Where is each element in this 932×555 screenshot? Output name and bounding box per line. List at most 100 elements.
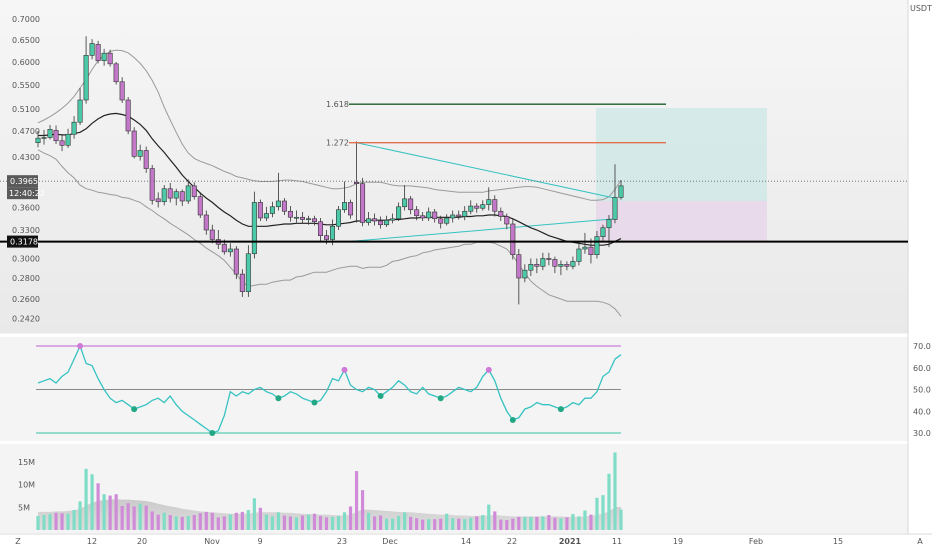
- candle-body: [311, 218, 317, 223]
- volume-bar: [487, 504, 491, 530]
- volume-bar: [126, 503, 130, 530]
- volume-bar: [288, 516, 293, 530]
- candle-body: [323, 235, 329, 240]
- candle-body: [305, 218, 311, 221]
- candle-body: [317, 221, 323, 236]
- volume-bar: [108, 495, 112, 530]
- volume-bar: [595, 497, 599, 530]
- candle-body: [558, 264, 564, 267]
- time-tick-label: 11: [612, 537, 622, 546]
- candle-body: [582, 246, 588, 250]
- volume-bar: [150, 511, 154, 530]
- candle-body: [155, 198, 161, 203]
- candle-body: [83, 55, 89, 101]
- candle-body: [179, 191, 185, 202]
- volume-bar: [378, 515, 383, 530]
- volume-bar: [84, 468, 88, 530]
- candle-body: [540, 258, 546, 267]
- volume-bar: [601, 495, 605, 530]
- volume-bar: [451, 518, 455, 530]
- candle-body: [125, 99, 131, 132]
- candle-body: [149, 168, 155, 201]
- price-tick-label: 0.3000: [12, 255, 40, 264]
- volume-bar: [559, 518, 563, 530]
- price-tick-label: 0.2420: [12, 315, 40, 324]
- volume-bar: [294, 517, 299, 530]
- rsi-peak-marker: [77, 343, 84, 349]
- candle-body: [396, 206, 402, 220]
- timezone-button[interactable]: Z: [15, 537, 21, 546]
- candle-body: [438, 218, 444, 224]
- candle-body: [534, 264, 540, 267]
- volume-bar: [613, 452, 617, 530]
- candle-body: [498, 210, 504, 217]
- candle-body: [480, 204, 486, 209]
- moving-average-line: [38, 112, 622, 246]
- volume-bar: [204, 511, 208, 530]
- volume-bar: [270, 516, 275, 530]
- volume-bar: [102, 494, 106, 530]
- volume-bar: [312, 513, 317, 530]
- volume-bar: [481, 515, 485, 530]
- volume-bar: [198, 513, 202, 530]
- price-tick-label: 0.3600: [12, 204, 40, 213]
- auto-scale-button[interactable]: A: [917, 537, 923, 546]
- price-tick-label: 0.4300: [12, 153, 40, 162]
- volume-bar: [499, 519, 503, 530]
- volume-bar: [541, 516, 545, 530]
- candle-body: [137, 150, 143, 157]
- price-tick-label: 0.6500: [12, 36, 40, 45]
- volume-bar: [415, 518, 419, 530]
- volume-bar: [186, 515, 190, 530]
- volume-bar: [493, 511, 497, 530]
- candle-body: [185, 185, 191, 202]
- candle-body: [336, 209, 342, 227]
- volume-bar: [571, 514, 575, 530]
- volume-bar: [348, 506, 353, 530]
- volume-bar: [90, 474, 94, 530]
- volume-bar: [463, 519, 467, 530]
- volume-bar: [168, 515, 172, 530]
- candle-body: [173, 191, 179, 199]
- volume-bar: [96, 483, 100, 530]
- volume-bar: [517, 516, 521, 530]
- candle-body: [113, 63, 119, 83]
- candle-body: [59, 140, 65, 146]
- rsi-tick-label: 40.0: [913, 407, 931, 416]
- volume-bar: [60, 513, 64, 530]
- volume-bar: [427, 519, 431, 530]
- support-price-label: 0.3178: [10, 238, 38, 247]
- pane-separator: [0, 441, 932, 444]
- candle-body: [384, 219, 390, 226]
- volume-bar: [246, 510, 250, 530]
- target-zone-box: [596, 108, 767, 201]
- candle-body: [360, 183, 366, 223]
- candle-body: [53, 130, 59, 142]
- candle-body: [510, 223, 516, 256]
- volume-bar: [330, 516, 335, 530]
- rsi-trough-marker: [209, 430, 216, 436]
- rsi-tick-label: 70.0: [913, 342, 931, 351]
- volume-bar: [216, 517, 220, 530]
- candle-body: [366, 218, 372, 223]
- support-price-tag: [7, 235, 38, 248]
- countdown-tag: [7, 187, 38, 200]
- candle-body: [89, 43, 95, 56]
- rsi-trough-marker: [275, 395, 282, 402]
- candle-body: [77, 99, 83, 123]
- candle-body: [348, 202, 354, 216]
- candle-body: [299, 216, 305, 220]
- candle-body: [269, 206, 275, 214]
- volume-bar: [258, 507, 262, 530]
- candle-body: [197, 196, 203, 216]
- volume-bar: [391, 518, 395, 530]
- rsi-tick-label: 50.0: [913, 386, 931, 395]
- candle-body: [203, 214, 209, 231]
- volume-bar: [222, 516, 226, 530]
- volume-bar: [565, 517, 569, 530]
- volume-bar: [529, 516, 533, 530]
- volume-bar: [619, 509, 623, 530]
- candle-body: [570, 261, 576, 267]
